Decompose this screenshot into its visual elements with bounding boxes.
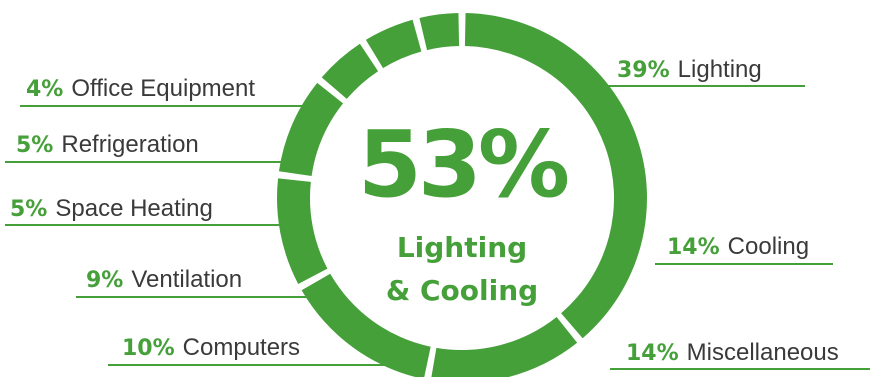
slice-computers (277, 178, 328, 284)
slice-cooling (431, 316, 578, 377)
slice-label-refrigeration: 5% Refrigeration (16, 131, 199, 158)
slice-label-miscellaneous: 14% Miscellaneous (626, 339, 839, 366)
slice-space-heating (321, 43, 379, 99)
center-label-line2: & Cooling (386, 274, 538, 307)
center-value: 53% (358, 111, 568, 218)
center-label-line1: Lighting (397, 231, 527, 264)
slice-refrigeration (365, 19, 422, 69)
slice-miscellaneous (301, 273, 431, 377)
donut-ring (277, 13, 648, 377)
slice-label-office-equipment: 4% Office Equipment (26, 75, 255, 102)
slice-label-computers: 10% Computers (122, 334, 300, 361)
slice-lighting (464, 13, 648, 339)
slice-ventilation (278, 82, 344, 177)
leader-lines (5, 85, 870, 370)
slice-label-lighting: 39% Lighting (617, 56, 762, 83)
slice-label-ventilation: 9% Ventilation (86, 266, 242, 293)
slice-label-space-heating: 5% Space Heating (10, 195, 213, 222)
slice-office-equipment (419, 13, 460, 51)
slice-label-cooling: 14% Cooling (667, 233, 809, 260)
